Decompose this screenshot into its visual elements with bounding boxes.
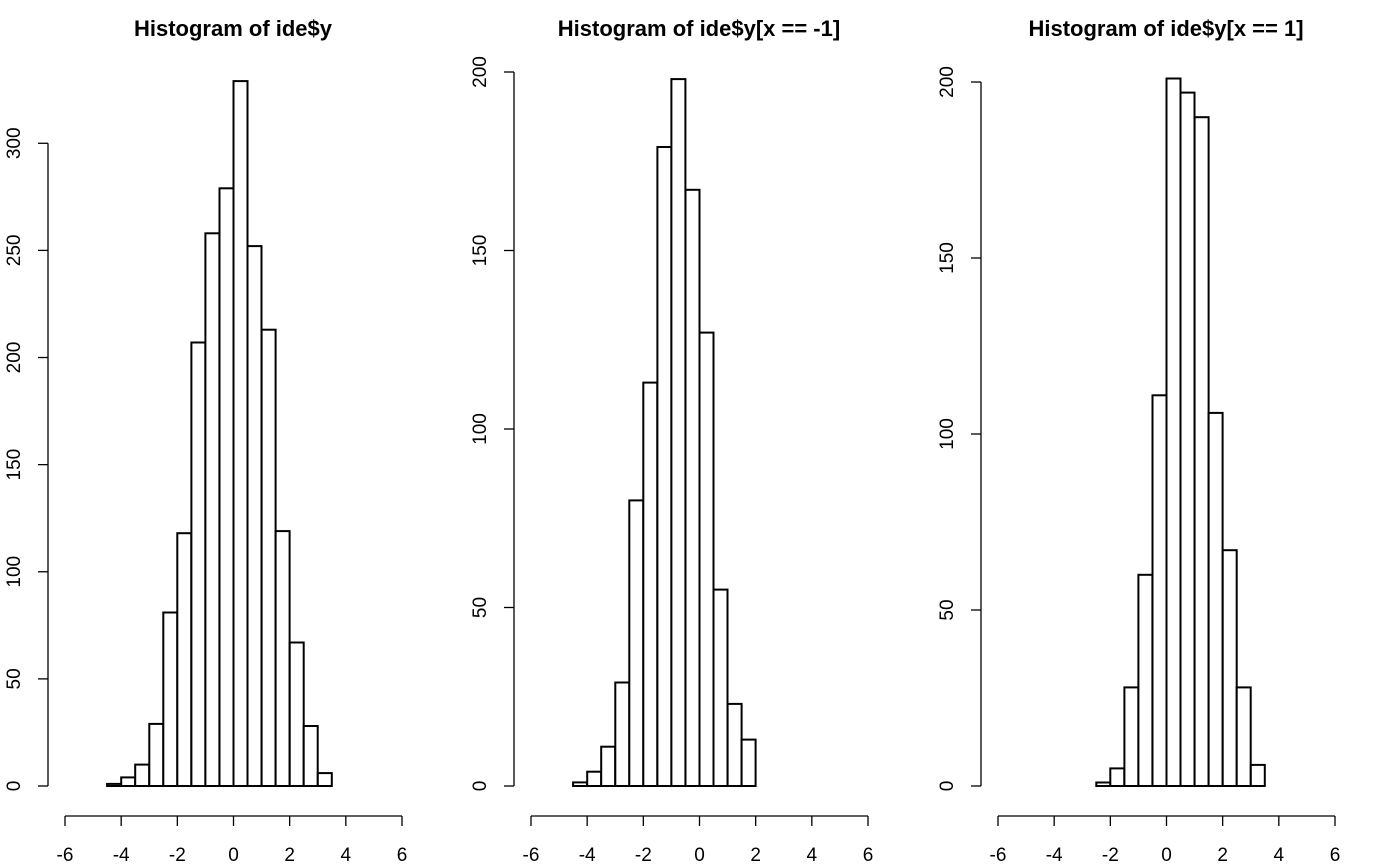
y-tick-label: 300 bbox=[4, 127, 25, 159]
y-tick-label: 200 bbox=[4, 342, 25, 374]
x-tick-label: 6 bbox=[863, 845, 874, 866]
histogram-bar bbox=[288, 641, 305, 787]
histogram-bar bbox=[1193, 116, 1210, 787]
histogram-bar bbox=[642, 381, 659, 787]
y-tick-label: 100 bbox=[4, 556, 25, 588]
x-tick-label: -2 bbox=[169, 845, 186, 866]
histogram-bar bbox=[162, 611, 179, 787]
x-tick-label: -4 bbox=[1046, 845, 1063, 866]
x-tick-label: -4 bbox=[579, 845, 596, 866]
histogram-bar bbox=[712, 588, 729, 787]
x-tick-label: -4 bbox=[113, 845, 130, 866]
y-tick-label: 50 bbox=[470, 597, 491, 618]
y-tick-label: 250 bbox=[4, 235, 25, 267]
histogram-panel-3: Histogram of ide$y[x == 1] -6 -4 -2 0 2 4 6 0 5… bbox=[937, 16, 1340, 866]
histogram-bar bbox=[1249, 763, 1266, 788]
histogram-bar bbox=[274, 530, 291, 787]
x-tick-label: 2 bbox=[1217, 845, 1228, 866]
y-tick-label: 0 bbox=[470, 781, 491, 792]
x-tick-label: 4 bbox=[1274, 845, 1285, 866]
histogram-bar bbox=[218, 187, 235, 788]
histogram-bar bbox=[106, 782, 123, 788]
y-tick-label: 200 bbox=[937, 66, 958, 98]
histogram-bar bbox=[1179, 91, 1196, 788]
y-tick-label: 100 bbox=[470, 413, 491, 445]
panel-1-bars bbox=[106, 80, 333, 788]
histogram-bar bbox=[316, 772, 333, 787]
histogram-bar bbox=[572, 781, 589, 788]
histogram-bar bbox=[600, 745, 617, 788]
histogram-bar bbox=[176, 532, 193, 788]
x-tick-label: -6 bbox=[990, 845, 1007, 866]
histogram-bar bbox=[1123, 686, 1140, 788]
histogram-bar bbox=[1109, 767, 1126, 788]
histogram-bar bbox=[614, 681, 631, 787]
histogram-bar bbox=[1137, 573, 1154, 787]
x-tick-label: 2 bbox=[750, 845, 761, 866]
panel-2-bars bbox=[572, 78, 757, 788]
x-tick-label: -2 bbox=[1102, 845, 1119, 866]
histogram-bar bbox=[148, 722, 165, 788]
histogram-bar bbox=[232, 80, 249, 788]
panel-1-y-axis: 0 50 100 150 200 250 300 bbox=[4, 127, 49, 792]
panel-3-y-axis: 0 50 100 150 200 bbox=[937, 66, 982, 792]
x-tick-label: -2 bbox=[635, 845, 652, 866]
histogram-bar bbox=[628, 499, 645, 787]
histogram-bar bbox=[1207, 411, 1224, 787]
histogram-panel-1: Histogram of ide$y -6 -4 -2 0 2 4 6 0 50 100 150 2… bbox=[4, 16, 407, 866]
panel-3-bars bbox=[1095, 77, 1266, 788]
x-tick-label: -6 bbox=[57, 845, 74, 866]
panel-2-x-axis: -6 -4 -2 0 2 4 6 bbox=[523, 815, 874, 866]
x-tick-label: 4 bbox=[341, 845, 352, 866]
x-tick-label: 6 bbox=[1330, 845, 1341, 866]
y-tick-label: 200 bbox=[470, 56, 491, 88]
histogram-bar bbox=[1151, 394, 1168, 787]
histogram-bar bbox=[1235, 686, 1252, 788]
histogram-panel-2: Histogram of ide$y[x == -1] -6 -4 -2 0 2 4 6 0… bbox=[470, 16, 873, 866]
panel-2-title: Histogram of ide$y[x == -1] bbox=[558, 16, 840, 41]
histogram-bar bbox=[726, 702, 743, 788]
panel-1-x-axis: -6 -4 -2 0 2 4 6 bbox=[57, 815, 408, 866]
x-tick-label: 0 bbox=[694, 845, 705, 866]
histogram-bar bbox=[190, 341, 207, 787]
x-tick-label: -6 bbox=[523, 845, 540, 866]
histogram-bar bbox=[740, 738, 757, 787]
histogram-bar bbox=[302, 725, 319, 787]
y-tick-label: 0 bbox=[4, 781, 25, 792]
panel-3-x-axis: -6 -4 -2 0 2 4 6 bbox=[990, 815, 1341, 866]
x-tick-label: 0 bbox=[228, 845, 239, 866]
panel-1-title: Histogram of ide$y bbox=[134, 16, 333, 41]
histogram-bar bbox=[684, 188, 701, 788]
histogram-bar bbox=[586, 770, 603, 788]
histogram-bar bbox=[1165, 77, 1182, 787]
x-tick-label: 4 bbox=[807, 845, 818, 866]
y-tick-label: 100 bbox=[937, 418, 958, 450]
panel-2-y-axis: 0 50 100 150 200 bbox=[470, 56, 515, 792]
panel-3-title: Histogram of ide$y[x == 1] bbox=[1028, 16, 1303, 41]
histogram-bar bbox=[1221, 549, 1238, 788]
x-tick-label: 6 bbox=[397, 845, 408, 866]
histogram-bar bbox=[656, 146, 673, 787]
histogram-bar bbox=[1095, 781, 1112, 787]
x-tick-label: 2 bbox=[284, 845, 295, 866]
histogram-bar bbox=[204, 232, 221, 788]
y-tick-label: 150 bbox=[470, 235, 491, 267]
histogram-bar bbox=[134, 763, 151, 787]
histogram-bar bbox=[670, 78, 687, 788]
histogram-bar bbox=[246, 245, 263, 788]
x-tick-label: 0 bbox=[1161, 845, 1172, 866]
histogram-bar bbox=[260, 328, 277, 787]
y-tick-label: 150 bbox=[937, 242, 958, 274]
histogram-bar bbox=[698, 331, 715, 787]
y-tick-label: 50 bbox=[937, 599, 958, 620]
y-tick-label: 50 bbox=[4, 668, 25, 689]
histogram-bar bbox=[120, 776, 137, 788]
y-tick-label: 150 bbox=[4, 449, 25, 481]
y-tick-label: 0 bbox=[937, 781, 958, 792]
